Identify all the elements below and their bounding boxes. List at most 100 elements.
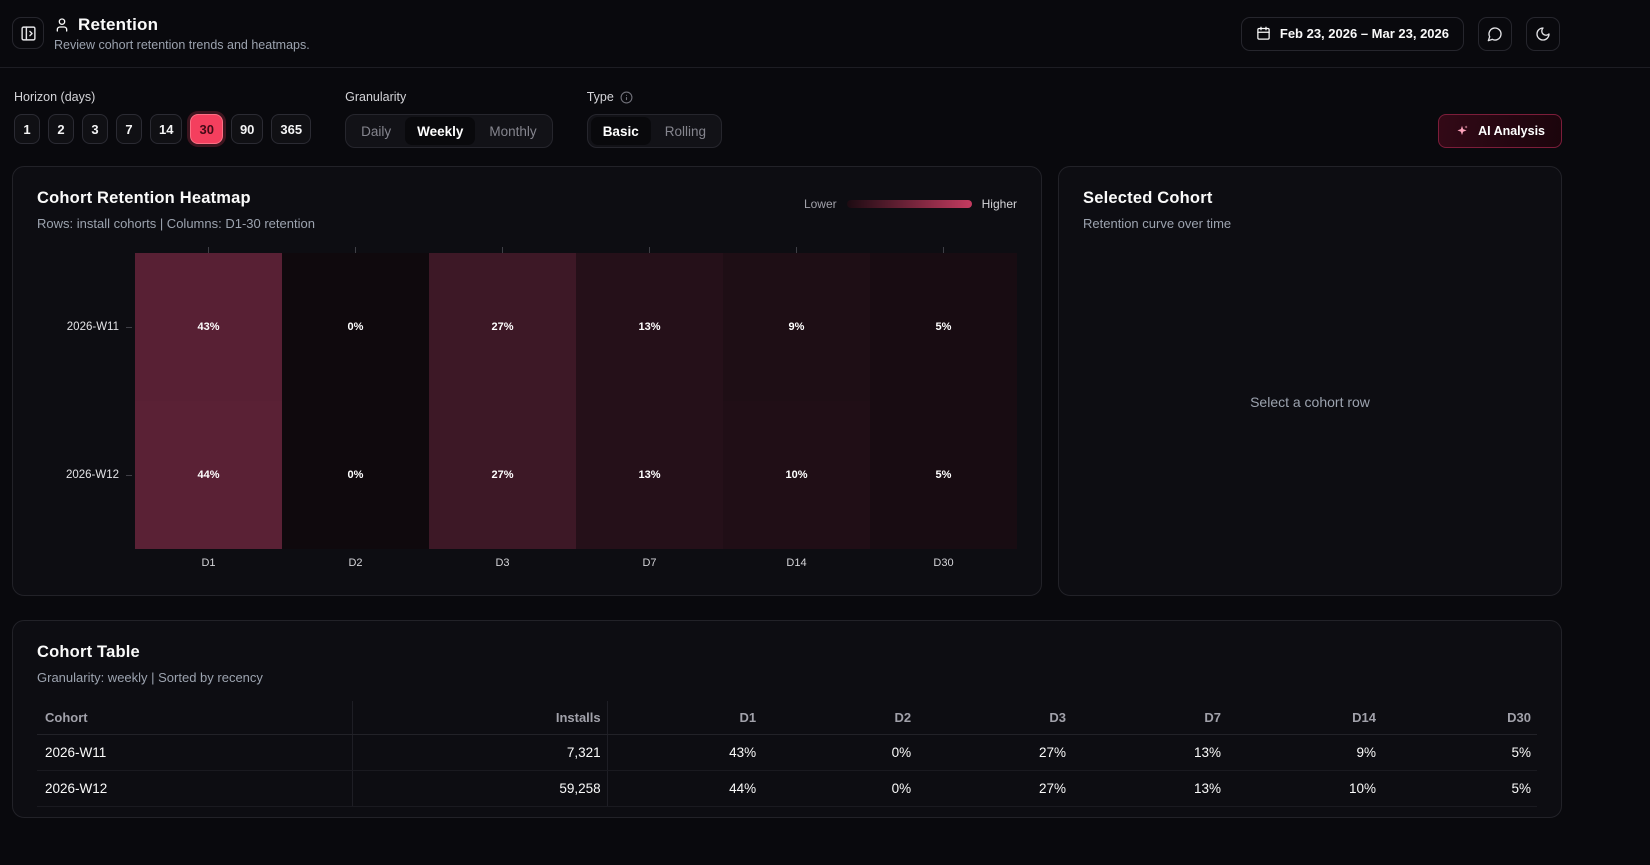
- legend-higher-label: Higher: [981, 197, 1017, 211]
- axis-tick: [943, 247, 944, 253]
- cell-d30: 5%: [1381, 770, 1537, 807]
- heatmap-cell-2026-W12-D7[interactable]: 13%: [576, 401, 723, 549]
- chat-icon: [1487, 26, 1503, 42]
- moon-icon: [1535, 26, 1551, 42]
- axis-tick: [208, 247, 209, 253]
- axis-tick: [126, 326, 132, 328]
- heatmap-x-label: D3: [495, 557, 510, 569]
- retention-heatmap: 2026-W11 43% 0% 27% 13% 9% 5% 2026-W12 44% 0% 27% 1…: [37, 247, 1017, 569]
- heatmap-row-2026-W12[interactable]: 2026-W12 44% 0% 27% 13% 10% 5%: [37, 401, 1017, 549]
- heatmap-cell-2026-W12-D30[interactable]: 5%: [870, 401, 1017, 549]
- heatmap-cell-2026-W12-D1[interactable]: 44%: [135, 401, 282, 549]
- heatmap-panel-title: Cohort Retention Heatmap: [37, 189, 251, 207]
- type-option-basic[interactable]: Basic: [590, 117, 651, 145]
- cell-d7: 13%: [1072, 770, 1228, 807]
- horizon-button-14[interactable]: 14: [150, 114, 183, 144]
- ai-analysis-label: AI Analysis: [1478, 124, 1545, 138]
- heatmap-x-label: D1: [201, 557, 216, 569]
- axis-tick: [649, 247, 650, 253]
- type-option-rolling[interactable]: Rolling: [653, 117, 718, 145]
- legend-lower-label: Lower: [803, 197, 837, 211]
- selected-cohort-title: Selected Cohort: [1083, 189, 1213, 207]
- table-row-2026-W12[interactable]: 2026-W12 59,258 44% 0% 27% 13% 10% 5%: [37, 770, 1537, 807]
- horizon-button-3[interactable]: 3: [82, 114, 108, 144]
- cell-d1: 44%: [607, 770, 763, 807]
- cell-installs: 7,321: [352, 734, 608, 771]
- header: Retention Review cohort retention trends…: [0, 0, 1650, 68]
- column-header-d1: D1: [607, 701, 763, 735]
- column-header-cohort: Cohort: [37, 701, 353, 735]
- heatmap-grid: 2026-W11 43% 0% 27% 13% 9% 5% 2026-W12 44% 0% 27% 1…: [37, 253, 1017, 549]
- heatmap-cell-2026-W11-D14[interactable]: 9%: [723, 253, 870, 401]
- feedback-button[interactable]: [1478, 16, 1512, 51]
- cell-cohort: 2026-W11: [37, 734, 353, 771]
- horizon-button-90[interactable]: 90: [230, 114, 264, 144]
- horizon-button-2[interactable]: 2: [48, 114, 74, 144]
- heatmap-row-2026-W11[interactable]: 2026-W11 43% 0% 27% 13% 9% 5%: [37, 253, 1017, 401]
- horizon-button-7[interactable]: 7: [116, 114, 142, 144]
- heatmap-cell-2026-W11-D30[interactable]: 5%: [870, 253, 1017, 401]
- cell-d14: 10%: [1227, 770, 1382, 807]
- table-row-2026-W11[interactable]: 2026-W11 7,321 43% 0% 27% 13% 9% 5%: [37, 734, 1537, 771]
- heatmap-cell-2026-W12-D2[interactable]: 0%: [282, 401, 429, 549]
- calendar-icon: [1256, 26, 1271, 41]
- column-header-d2: D2: [762, 701, 918, 735]
- filter-bar: Horizon (days) 1 2 3 7 14 30 90 365 Granularity…: [0, 68, 1650, 148]
- heatmap-x-label: D7: [642, 557, 657, 569]
- heatmap-x-label: D14: [786, 557, 807, 569]
- type-filter-group: Type Basic Rolling: [586, 90, 722, 148]
- heatmap-cell-2026-W11-D7[interactable]: 13%: [576, 253, 723, 401]
- heatmap-cell-2026-W11-D1[interactable]: 43%: [135, 253, 282, 401]
- heatmap-cell-2026-W11-D3[interactable]: 27%: [429, 253, 576, 401]
- granularity-option-weekly[interactable]: Weekly: [405, 117, 476, 145]
- axis-tick: [126, 474, 132, 476]
- selected-cohort-subtitle: Retention curve over time: [1083, 216, 1232, 231]
- cell-d2: 0%: [762, 770, 918, 807]
- granularity-option-daily[interactable]: Daily: [349, 117, 403, 145]
- horizon-button-365[interactable]: 365: [271, 114, 312, 144]
- heatmap-x-label: D2: [348, 557, 363, 569]
- cell-d3: 27%: [917, 770, 1073, 807]
- page-subtitle: Review cohort retention trends and heatm…: [54, 38, 310, 52]
- legend-gradient-bar: [846, 200, 972, 208]
- horizon-label: Horizon (days): [14, 90, 96, 104]
- header-left: Retention Review cohort retention trends…: [12, 15, 310, 52]
- ai-analysis-button[interactable]: AI Analysis: [1438, 114, 1562, 148]
- theme-toggle-button[interactable]: [1526, 16, 1560, 51]
- cohort-table: Cohort Installs D1 D2 D3 D7 D14 D30 2026-W11 7,3…: [37, 701, 1537, 807]
- cell-d1: 43%: [607, 734, 763, 771]
- heatmap-cell-2026-W12-D3[interactable]: 27%: [429, 401, 576, 549]
- type-control: Basic Rolling: [586, 114, 722, 148]
- horizon-button-30[interactable]: 30: [190, 114, 223, 144]
- cohort-table-title: Cohort Table: [37, 643, 140, 661]
- granularity-label: Granularity: [345, 90, 407, 104]
- type-label: Type: [587, 90, 722, 104]
- heatmap-top-ticks: [37, 247, 1017, 253]
- column-header-d14: D14: [1227, 701, 1382, 735]
- horizon-button-group: 1 2 3 7 14 30 90 365: [14, 114, 312, 144]
- cohort-table-panel: Cohort Table Granularity: weekly | Sorte…: [12, 620, 1562, 818]
- heatmap-panel: Cohort Retention Heatmap Rows: install c…: [12, 166, 1042, 596]
- heatmap-x-labels: D1 D2 D3 D7 D14 D30: [37, 557, 1017, 569]
- horizon-button-1[interactable]: 1: [14, 114, 40, 144]
- title-block: Retention Review cohort retention trends…: [54, 15, 310, 52]
- selected-cohort-panel: Selected Cohort Retention curve over tim…: [1058, 166, 1562, 596]
- type-label-text: Type: [586, 90, 614, 104]
- heatmap-cell-2026-W12-D14[interactable]: 10%: [723, 401, 870, 549]
- heatmap-panel-subtitle: Rows: install cohorts | Columns: D1-30 r…: [37, 216, 315, 231]
- retention-page: Retention Review cohort retention trends…: [0, 0, 1650, 818]
- granularity-option-monthly[interactable]: Monthly: [477, 117, 548, 145]
- cell-d30: 5%: [1381, 734, 1537, 771]
- panel-left-open-icon: [20, 25, 37, 42]
- page-title: Retention: [78, 15, 159, 34]
- cell-d7: 13%: [1072, 734, 1228, 771]
- heatmap-legend: Lower Higher: [804, 197, 1017, 211]
- date-range-button[interactable]: Feb 23, 2026 – Mar 23, 2026: [1240, 16, 1464, 51]
- info-icon: [620, 91, 633, 104]
- cell-installs: 59,258: [352, 770, 608, 807]
- heatmap-cell-2026-W11-D2[interactable]: 0%: [282, 253, 429, 401]
- heatmap-row-label: 2026-W11: [66, 321, 119, 333]
- sidebar-toggle-button[interactable]: [12, 17, 44, 49]
- main-panels: Cohort Retention Heatmap Rows: install c…: [0, 148, 1650, 596]
- heatmap-row-label: 2026-W12: [65, 469, 119, 481]
